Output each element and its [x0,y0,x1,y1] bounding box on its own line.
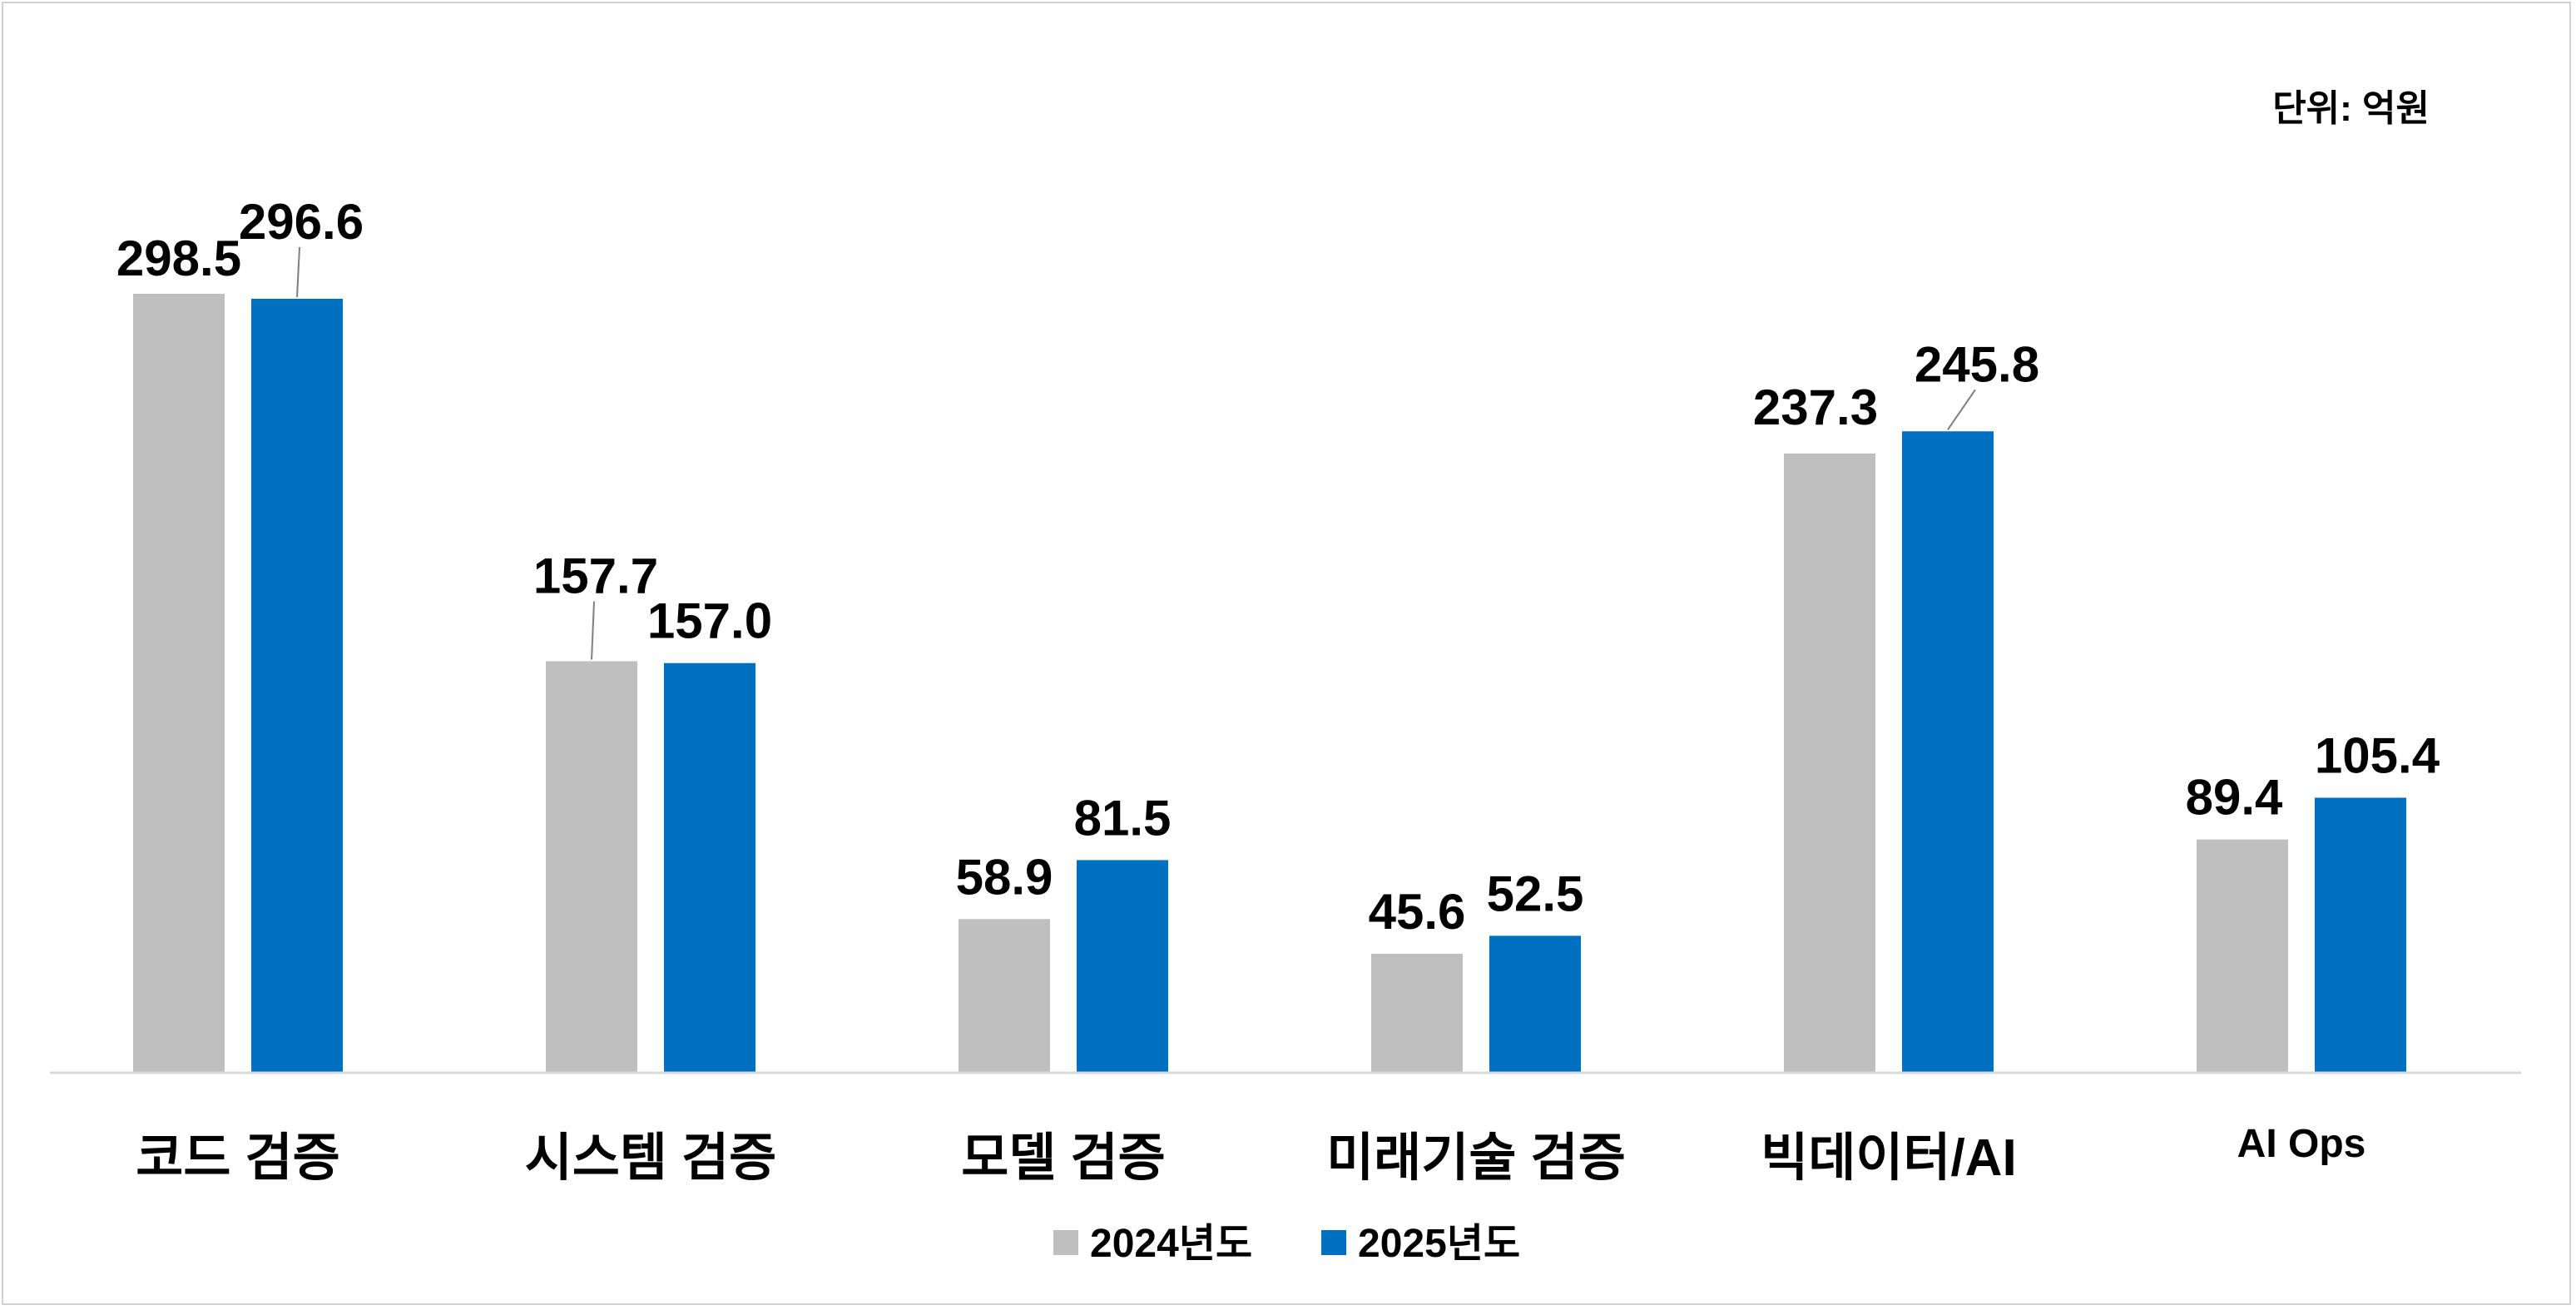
category-label-5: AI Ops [2237,1122,2366,1166]
legend: 2024년도 2025년도 [1053,1222,1520,1266]
value-label-2025-3: 52.5 [1487,866,1584,921]
value-label-2025-1: 157.0 [647,593,772,649]
bar-2024-4 [1784,453,1875,1073]
legend-label-2024: 2024년도 [1090,1222,1252,1266]
legend-swatch-2024 [1053,1230,1078,1255]
value-label-2024-5: 89.4 [2186,770,2283,826]
bars-group [133,294,2406,1074]
leader-line-0-1 [296,246,300,298]
value-label-2024-0: 298.5 [116,231,241,286]
bar-2024-2 [959,919,1050,1073]
value-label-2025-0: 296.6 [239,194,364,250]
bar-2025-4 [1902,431,1994,1073]
bar-2025-5 [2315,797,2406,1073]
value-label-2024-1: 157.7 [533,548,658,604]
value-label-2024-4: 237.3 [1753,380,1878,435]
bar-2025-2 [1077,860,1168,1073]
unit-label: 단위: 억원 [2272,88,2430,129]
legend-label-2025: 2025년도 [1358,1222,1520,1266]
category-label-3: 미래기술 검증 [1326,1129,1625,1187]
bar-2025-0 [251,298,343,1074]
category-label-2: 모델 검증 [961,1129,1165,1187]
bar-2025-3 [1489,935,1581,1073]
leader-lines-group [296,246,1976,660]
legend-swatch-2025 [1321,1230,1346,1255]
category-label-1: 시스템 검증 [525,1129,776,1187]
category-label-4: 빅데이터/AI [1761,1129,2016,1187]
value-label-2025-4: 245.8 [1915,336,2039,392]
value-label-2025-5: 105.4 [2315,727,2440,783]
value-label-2025-2: 81.5 [1074,790,1172,846]
category-labels-group: 코드 검증 시스템 검증 모델 검증 미래기술 검증 빅데이터/AI AI Ops [136,1122,2365,1187]
bar-2024-1 [546,661,637,1073]
bar-2024-3 [1371,954,1463,1073]
leader-line-4-1 [1947,389,1976,430]
value-label-2024-2: 58.9 [956,849,1053,905]
bar-2024-5 [2197,839,2288,1073]
leader-line-1-0 [591,601,595,660]
bar-2024-0 [133,294,225,1073]
bar-2025-1 [664,662,755,1073]
value-label-2024-3: 45.6 [1369,884,1466,940]
category-label-0: 코드 검증 [136,1129,339,1187]
